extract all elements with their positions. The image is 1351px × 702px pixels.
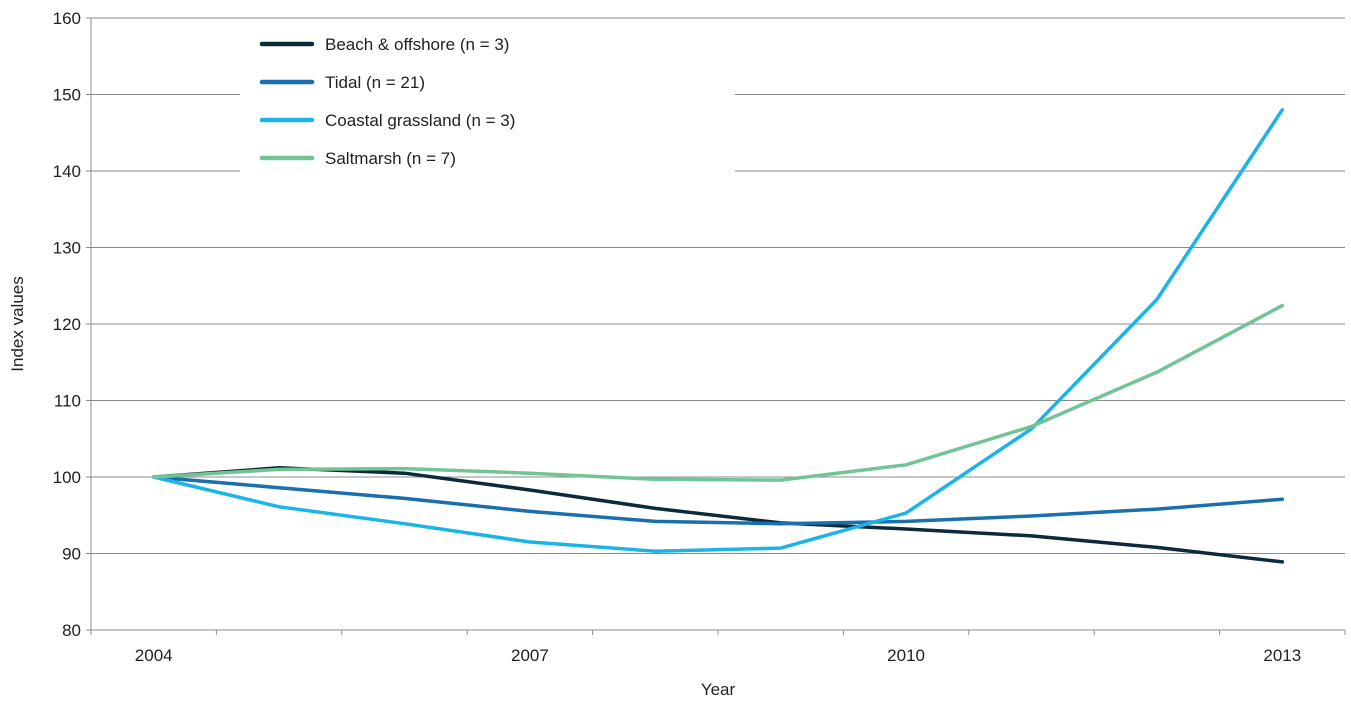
legend-label: Beach & offshore (n = 3) bbox=[325, 35, 509, 54]
y-tick-label: 120 bbox=[53, 315, 81, 334]
x-tick-label: 2010 bbox=[887, 646, 925, 665]
legend: Beach & offshore (n = 3) Tidal (n = 21) Co… bbox=[259, 35, 515, 168]
x-tick-label: 2013 bbox=[1263, 646, 1301, 665]
legend-label: Tidal (n = 21) bbox=[325, 73, 425, 92]
series-lines bbox=[151, 108, 1285, 564]
y-tick-label: 130 bbox=[53, 239, 81, 258]
series-line-1 bbox=[151, 466, 1285, 564]
series-line-3 bbox=[151, 108, 1285, 553]
series-line-2 bbox=[151, 475, 1285, 526]
legend-label: Coastal grassland (n = 3) bbox=[325, 111, 515, 130]
axes: 80 90 100 110 120 130 140 150 160 2004 2007 2010 201… bbox=[53, 9, 1346, 665]
y-tick-label: 150 bbox=[53, 86, 81, 105]
y-tick-label: 160 bbox=[53, 9, 81, 28]
legend-background bbox=[240, 26, 735, 174]
x-tick-label: 2004 bbox=[135, 646, 173, 665]
y-axis-title: Index values bbox=[8, 276, 27, 371]
series-line-4 bbox=[151, 303, 1285, 482]
y-tick-label: 80 bbox=[62, 621, 81, 640]
y-tick-label: 140 bbox=[53, 162, 81, 181]
x-tick-label: 2007 bbox=[511, 646, 549, 665]
x-axis-title: Year bbox=[701, 680, 736, 699]
y-tick-label: 100 bbox=[53, 468, 81, 487]
y-tick-label: 110 bbox=[54, 392, 81, 411]
legend-label: Saltmarsh (n = 7) bbox=[325, 149, 456, 168]
y-tick-label: 90 bbox=[62, 545, 81, 564]
